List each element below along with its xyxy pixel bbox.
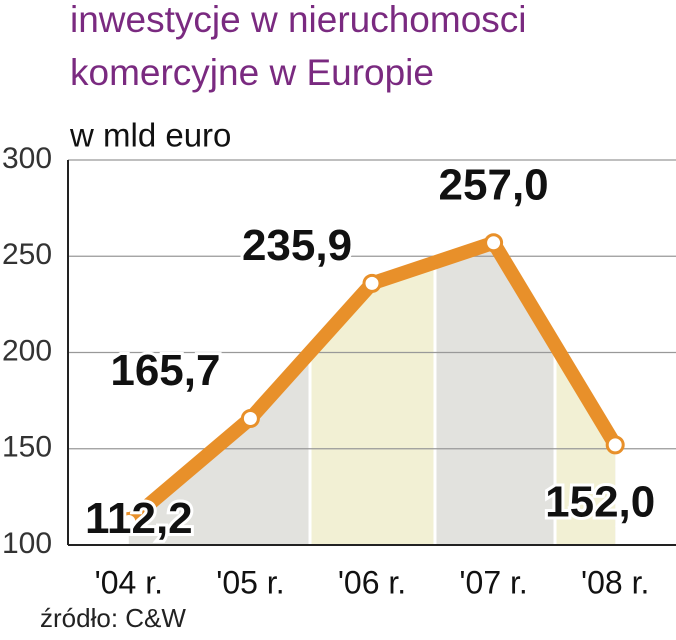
y-tick-label: 200 xyxy=(2,334,52,367)
y-tick-label: 300 xyxy=(2,142,52,175)
y-tick-label: 100 xyxy=(2,527,52,560)
data-label: 235,9 xyxy=(242,221,352,270)
x-tick-label: '06 r. xyxy=(338,564,406,600)
x-tick-label: '08 r. xyxy=(581,564,649,600)
x-tick-label: '04 r. xyxy=(95,564,163,600)
x-tick-label: '07 r. xyxy=(459,564,527,600)
marker xyxy=(119,512,139,532)
x-tick-label: '05 r. xyxy=(216,564,284,600)
chart-title: inwestycje w nieruchomosci xyxy=(70,0,527,40)
data-label: 257,0 xyxy=(439,160,549,209)
chart-title: komercyjne w Europie xyxy=(70,52,434,93)
marker xyxy=(484,233,504,253)
y-axis-unit: w mld euro xyxy=(69,117,231,154)
y-tick-label: 250 xyxy=(2,238,52,271)
y-tick-label: 150 xyxy=(2,431,52,464)
marker xyxy=(362,273,382,293)
marker xyxy=(605,435,625,455)
marker xyxy=(240,409,260,429)
data-label: 152,0 xyxy=(545,478,655,527)
data-label: 112,2 xyxy=(85,494,193,543)
data-label: 165,7 xyxy=(110,346,220,395)
source: źródło: C&W xyxy=(40,603,186,633)
